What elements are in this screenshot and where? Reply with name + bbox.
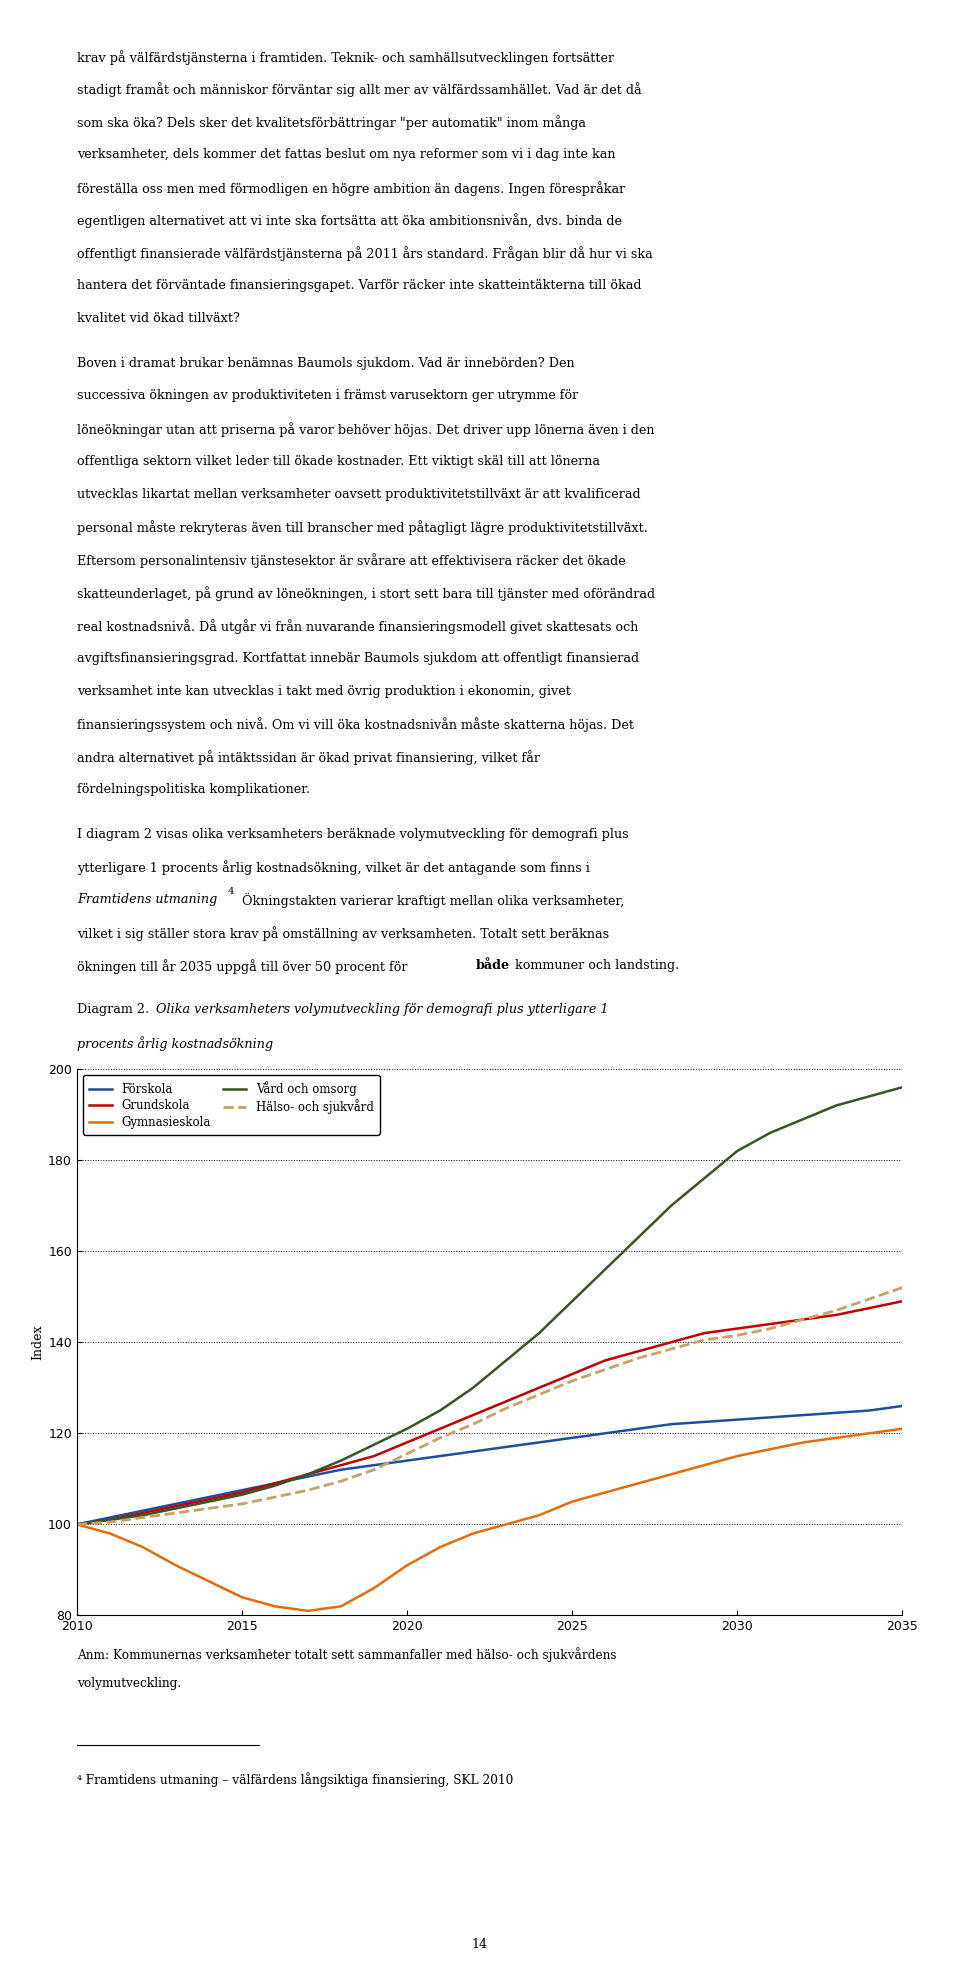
Text: offentligt finansierade välfärdstjänsterna på 2011 års standard. Frågan blir då : offentligt finansierade välfärdstjänster… — [77, 246, 653, 260]
Text: Boven i dramat brukar benämnas Baumols sjukdom. Vad är innebörden? Den: Boven i dramat brukar benämnas Baumols s… — [77, 356, 574, 370]
Text: kommuner och landsting.: kommuner och landsting. — [511, 958, 679, 972]
Text: hantera det förväntade finansieringsgapet. Varför räcker inte skatteintäkterna t: hantera det förväntade finansieringsgape… — [77, 278, 641, 292]
Text: ytterligare 1 procents årlig kostnadsökning, vilket är det antagande som finns i: ytterligare 1 procents årlig kostnadsökn… — [77, 860, 589, 874]
Text: skatteunderlaget, på grund av löneökningen, i stort sett bara till tjänster med : skatteunderlaget, på grund av löneökning… — [77, 586, 655, 600]
Text: verksamhet inte kan utvecklas i takt med övrig produktion i ekonomin, givet: verksamhet inte kan utvecklas i takt med… — [77, 684, 570, 697]
Text: Olika verksamheters volymutveckling för demografi plus ytterligare 1: Olika verksamheters volymutveckling för … — [156, 1003, 608, 1017]
Text: procents årlig kostnadsökning: procents årlig kostnadsökning — [77, 1035, 273, 1051]
Text: andra alternativet på intäktssidan är ökad privat finansiering, vilket får: andra alternativet på intäktssidan är ök… — [77, 749, 540, 765]
Text: finansieringssystem och nivå. Om vi vill öka kostnadsnivån måste skatterna höjas: finansieringssystem och nivå. Om vi vill… — [77, 717, 634, 731]
Text: stadigt framåt och människor förväntar sig allt mer av välfärdssamhället. Vad är: stadigt framåt och människor förväntar s… — [77, 81, 641, 97]
Text: ökningen till år 2035 uppgå till över 50 procent för: ökningen till år 2035 uppgå till över 50… — [77, 958, 411, 974]
Y-axis label: Index: Index — [31, 1325, 44, 1359]
Legend: Förskola, Grundskola, Gymnasieskola, Vård och omsorg, Hälso- och sjukvård: Förskola, Grundskola, Gymnasieskola, Vår… — [83, 1075, 379, 1135]
Text: fördelningspolitiska komplikationer.: fördelningspolitiska komplikationer. — [77, 783, 310, 797]
Text: successiva ökningen av produktiviteten i främst varusektorn ger utrymme för: successiva ökningen av produktiviteten i… — [77, 389, 578, 403]
Text: Anm: Kommunernas verksamheter totalt sett sammanfaller med hälso- och sjukvården: Anm: Kommunernas verksamheter totalt set… — [77, 1647, 616, 1661]
Text: I diagram 2 visas olika verksamheters beräknade volymutveckling för demografi pl: I diagram 2 visas olika verksamheters be… — [77, 827, 629, 841]
Text: Eftersom personalintensiv tjänstesektor är svårare att effektivisera räcker det : Eftersom personalintensiv tjänstesektor … — [77, 552, 626, 568]
Text: ⁴ Framtidens utmaning – välfärdens långsiktiga finansiering, SKL 2010: ⁴ Framtidens utmaning – välfärdens långs… — [77, 1772, 513, 1786]
Text: 14: 14 — [472, 1937, 488, 1951]
Text: löneökningar utan att priserna på varor behöver höjas. Det driver upp lönerna äv: löneökningar utan att priserna på varor … — [77, 421, 655, 437]
Text: 4: 4 — [228, 886, 234, 896]
Text: utvecklas likartat mellan verksamheter oavsett produktivitetstillväxt är att kva: utvecklas likartat mellan verksamheter o… — [77, 487, 640, 501]
Text: Ökningstakten varierar kraftigt mellan olika verksamheter,: Ökningstakten varierar kraftigt mellan o… — [238, 892, 624, 908]
Text: vilket i sig ställer stora krav på omställning av verksamheten. Totalt sett berä: vilket i sig ställer stora krav på omstä… — [77, 926, 609, 940]
Text: kvalitet vid ökad tillväxt?: kvalitet vid ökad tillväxt? — [77, 312, 240, 326]
Text: egentligen alternativet att vi inte ska fortsätta att öka ambitionsnivån, dvs. b: egentligen alternativet att vi inte ska … — [77, 213, 622, 229]
Text: som ska öka? Dels sker det kvalitetsförbättringar "per automatik" inom många: som ska öka? Dels sker det kvalitetsförb… — [77, 115, 586, 129]
Text: både: både — [475, 958, 510, 972]
Text: volymutveckling.: volymutveckling. — [77, 1677, 181, 1691]
Text: Framtidens utmaning: Framtidens utmaning — [77, 892, 217, 906]
Text: offentliga sektorn vilket leder till ökade kostnader. Ett viktigt skäl till att : offentliga sektorn vilket leder till öka… — [77, 455, 600, 469]
Text: föreställa oss men med förmodligen en högre ambition än dagens. Ingen förespråka: föreställa oss men med förmodligen en hö… — [77, 181, 625, 195]
Text: real kostnadsnivå. Då utgår vi från nuvarande finansieringsmodell givet skattesa: real kostnadsnivå. Då utgår vi från nuva… — [77, 618, 638, 634]
Text: Diagram 2.: Diagram 2. — [77, 1003, 153, 1017]
Text: krav på välfärdstjänsterna i framtiden. Teknik- och samhällsutvecklingen fortsät: krav på välfärdstjänsterna i framtiden. … — [77, 50, 614, 64]
Text: personal måste rekryteras även till branscher med påtagligt lägre produktivitets: personal måste rekryteras även till bran… — [77, 521, 648, 535]
Text: avgiftsfinansieringsgrad. Kortfattat innebär Baumols sjukdom att offentligt fina: avgiftsfinansieringsgrad. Kortfattat inn… — [77, 652, 639, 666]
Text: verksamheter, dels kommer det fattas beslut om nya reformer som vi i dag inte ka: verksamheter, dels kommer det fattas bes… — [77, 147, 615, 161]
